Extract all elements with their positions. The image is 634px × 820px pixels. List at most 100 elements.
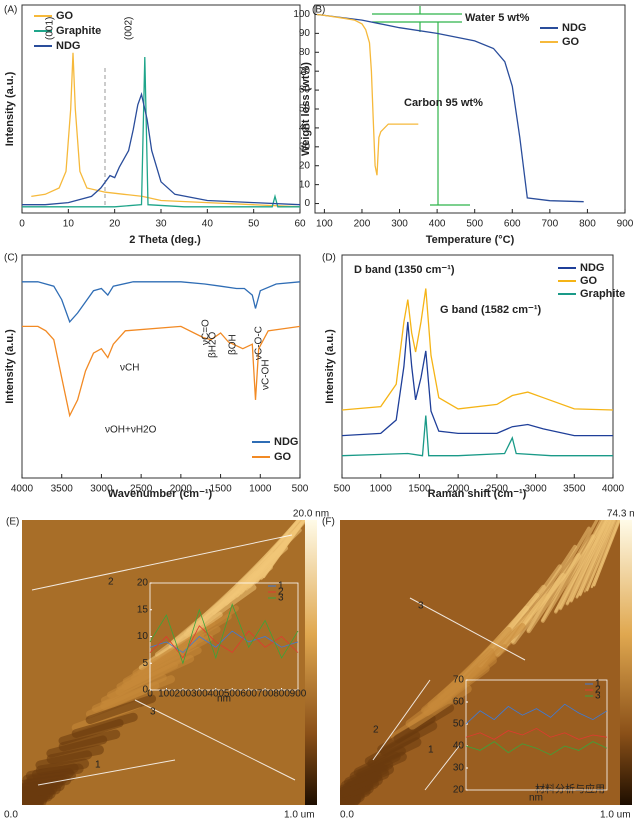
legend-label: 3 <box>595 691 601 702</box>
afm-texture <box>427 648 495 709</box>
panel-label: (F) <box>322 517 335 528</box>
x-tick-label: 800 <box>273 689 290 700</box>
y-tick-label: 30 <box>299 141 311 152</box>
panel-label: (A) <box>4 5 17 16</box>
x-tick-label: 900 <box>290 689 307 700</box>
y-tick-label: 0 <box>304 198 310 209</box>
y-tick-label: 20 <box>453 785 465 796</box>
legend-label: 1 <box>278 581 284 592</box>
legend-label: NDG <box>274 436 298 448</box>
annotation: νOH+νH2O <box>105 425 157 436</box>
y-tick-label: 40 <box>299 123 311 134</box>
x-tick-label: 50 <box>248 219 260 230</box>
afm-texture <box>586 520 617 591</box>
x-tick-label: 600 <box>504 219 521 230</box>
x-tick-label: 700 <box>542 219 559 230</box>
x-tick-label: 100 <box>316 219 333 230</box>
x-tick-label: 3500 <box>51 484 74 495</box>
profile-label: 2 <box>373 725 379 736</box>
x-tick-label: 500 <box>224 689 241 700</box>
legend-label: 1 <box>595 679 601 690</box>
series-line <box>149 603 299 665</box>
panel-label: (B) <box>312 5 325 16</box>
series-line <box>22 281 301 324</box>
x-tick-label: 3000 <box>90 484 113 495</box>
axis-start: 0.0 <box>4 810 18 820</box>
annotation-arrows <box>372 6 470 206</box>
color-bar <box>620 520 632 805</box>
x-tick-label: 0 <box>147 689 153 700</box>
profile-label: 3 <box>418 601 424 612</box>
x-tick-label: 400 <box>207 689 224 700</box>
panel-label: (D) <box>322 253 336 264</box>
y-tick-label: 60 <box>299 85 311 96</box>
legend-label: Graphite <box>580 288 625 300</box>
series-line <box>316 13 419 176</box>
afm-texture <box>242 520 301 593</box>
afm-texture <box>91 674 167 713</box>
y-axis-label: Intensity (a.u.) <box>4 71 16 146</box>
legend-label: 2 <box>278 587 284 598</box>
afm-texture <box>22 783 58 798</box>
series-line <box>22 56 300 208</box>
afm-texture <box>31 763 84 780</box>
x-axis-label: nm <box>217 694 231 705</box>
x-tick-label: 500 <box>292 484 309 495</box>
y-tick-label: 20 <box>137 578 149 589</box>
scale-max: 74.3 nm <box>607 509 634 520</box>
x-tick-label: 4000 <box>11 484 34 495</box>
annotation: βH2O <box>208 331 219 358</box>
x-tick-label: 3000 <box>524 484 547 495</box>
color-bar <box>305 520 317 805</box>
afm-texture <box>35 750 93 770</box>
y-tick-label: 15 <box>137 604 149 615</box>
afm-texture <box>570 520 609 602</box>
profile-label: 1 <box>428 745 434 756</box>
annotation: (002) <box>124 17 135 40</box>
legend-label: 2 <box>595 685 601 696</box>
legend-label: GO <box>562 36 580 48</box>
x-tick-label: 500 <box>334 484 351 495</box>
x-tick-label: 200 <box>175 689 192 700</box>
y-tick-label: 30 <box>453 763 465 774</box>
legend-label: GO <box>274 451 292 463</box>
x-tick-label: 700 <box>257 689 274 700</box>
series-line <box>465 741 608 756</box>
y-tick-label: 70 <box>299 66 311 77</box>
y-tick-label: 60 <box>453 697 465 708</box>
watermark: 材料分析与应用 <box>535 783 605 796</box>
y-tick-label: 50 <box>299 104 311 115</box>
plot-frame <box>341 254 614 479</box>
annotation: Carbon 95 wt% <box>404 97 483 109</box>
x-tick-label: 2000 <box>447 484 470 495</box>
profile-label: 2 <box>108 577 114 588</box>
series-line <box>149 625 299 659</box>
x-axis-label: nm <box>529 793 543 804</box>
afm-texture <box>364 731 421 766</box>
x-tick-label: 10 <box>63 219 75 230</box>
legend-label: NDG <box>580 262 604 274</box>
x-tick-label: 20 <box>109 219 121 230</box>
axis-start: 0.0 <box>340 810 354 820</box>
x-tick-label: 500 <box>466 219 483 230</box>
panel-label: (C) <box>4 253 18 264</box>
annotation: νC-OH <box>261 359 272 390</box>
series-line <box>31 52 301 208</box>
afm-texture <box>71 712 138 738</box>
axis-end: 1.0 um <box>284 810 315 820</box>
afm-texture <box>146 613 232 668</box>
y-tick-label: 70 <box>453 675 465 686</box>
y-tick-label: 80 <box>299 47 311 58</box>
series-line <box>316 13 584 203</box>
x-tick-label: 900 <box>617 219 634 230</box>
y-axis-label: Weight loss (wt%) <box>300 62 312 156</box>
afm-texture <box>559 520 605 610</box>
panel-label: (E) <box>6 517 19 528</box>
afm-texture <box>526 534 595 634</box>
y-tick-label: 10 <box>299 179 311 190</box>
x-tick-label: 2500 <box>130 484 153 495</box>
series-line <box>341 415 613 457</box>
legend-label: GO <box>580 275 598 287</box>
x-tick-label: 2000 <box>170 484 193 495</box>
scale-max: 20.0 nm <box>293 509 329 520</box>
